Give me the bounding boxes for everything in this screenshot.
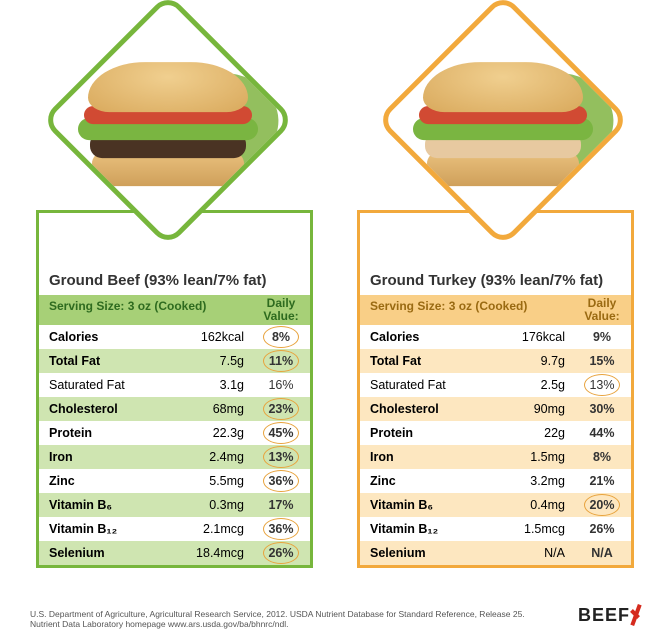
nutrient-amount: 68mg (192, 402, 252, 416)
nutrient-row: Calories176kcal9% (360, 325, 631, 349)
nutrient-row: Protein22g44% (360, 421, 631, 445)
footnote-line2: Nutrient Data Laboratory homepage www.ar… (30, 619, 525, 630)
nutrient-row: Vitamin B₆0.3mg17% (39, 493, 310, 517)
nutrient-name: Vitamin B₆ (39, 495, 192, 515)
nutrient-row: Protein22.3g45% (39, 421, 310, 445)
nutrient-amount: 0.3mg (192, 498, 252, 512)
nutrient-dv: 16% (252, 378, 310, 392)
nutrient-amount: 0.4mg (513, 498, 573, 512)
nutrient-dv: 23% (252, 402, 310, 416)
nutrient-dv: 11% (252, 354, 310, 368)
nutrient-amount: 162kcal (192, 330, 252, 344)
nutrient-name: Zinc (39, 471, 192, 491)
nutrient-name: Iron (360, 447, 513, 467)
nutrient-amount: 3.1g (192, 378, 252, 392)
nutrient-name: Saturated Fat (360, 375, 513, 395)
nutrient-amount: 22g (513, 426, 573, 440)
burger-illustration (413, 62, 593, 192)
nutrient-dv: 17% (252, 498, 310, 512)
nutrient-row: Cholesterol90mg30% (360, 397, 631, 421)
nutrient-name: Total Fat (360, 351, 513, 371)
nutrient-name: Protein (39, 423, 192, 443)
nutrient-row: Zinc5.5mg36% (39, 469, 310, 493)
beef-logo-text: BEEF (578, 605, 630, 625)
panel-title: Ground Beef (93% lean/7% fat) (39, 268, 310, 295)
nutrient-dv: 15% (573, 354, 631, 368)
nutrient-row: Vitamin B₁₂1.5mcg26% (360, 517, 631, 541)
nutrient-name: Selenium (360, 543, 513, 563)
nutrient-amount: 2.4mg (192, 450, 252, 464)
footnote: U.S. Department of Agriculture, Agricult… (30, 609, 525, 630)
nutrient-name: Cholesterol (39, 399, 192, 419)
nutrient-name: Protein (360, 423, 513, 443)
nutrient-name: Cholesterol (360, 399, 513, 419)
nutrient-dv: 13% (573, 378, 631, 392)
nutrient-dv: 26% (573, 522, 631, 536)
nutrient-row: Vitamin B₆0.4mg20% (360, 493, 631, 517)
nutrient-row: Iron2.4mg13% (39, 445, 310, 469)
nutrient-row: Selenium18.4mcg26% (39, 541, 310, 565)
nutrient-row: Saturated Fat3.1g16% (39, 373, 310, 397)
nutrient-amount: 2.1mcg (192, 522, 252, 536)
nutrition-table: Ground Turkey (93% lean/7% fat) Serving … (357, 210, 634, 568)
nutrient-row: SeleniumN/AN/A (360, 541, 631, 565)
nutrient-row: Zinc3.2mg21% (360, 469, 631, 493)
nutrient-name: Calories (360, 327, 513, 347)
nutrient-amount: 9.7g (513, 354, 573, 368)
nutrient-dv: 9% (573, 330, 631, 344)
nutrient-row: Saturated Fat2.5g13% (360, 373, 631, 397)
nutrient-row: Iron1.5mg8% (360, 445, 631, 469)
nutrient-dv: 44% (573, 426, 631, 440)
nutrient-name: Selenium (39, 543, 192, 563)
nutrition-table: Ground Beef (93% lean/7% fat) Serving Si… (36, 210, 313, 568)
nutrient-dv: 13% (252, 450, 310, 464)
nutrient-row: Total Fat9.7g15% (360, 349, 631, 373)
serving-size-header: Serving Size: 3 oz (Cooked) (39, 295, 252, 325)
panel-title: Ground Turkey (93% lean/7% fat) (360, 268, 631, 295)
nutrient-dv: 30% (573, 402, 631, 416)
nutrient-amount: 1.5mcg (513, 522, 573, 536)
nutrient-dv: 8% (573, 450, 631, 464)
nutrient-name: Saturated Fat (39, 375, 192, 395)
nutrient-amount: 7.5g (192, 354, 252, 368)
nutrient-amount: 22.3g (192, 426, 252, 440)
nutrient-dv: N/A (573, 546, 631, 560)
checkmark-icon (628, 604, 648, 628)
nutrient-name: Iron (39, 447, 192, 467)
nutrient-name: Zinc (360, 471, 513, 491)
burger-illustration (78, 62, 258, 192)
nutrient-dv: 36% (252, 474, 310, 488)
nutrient-amount: N/A (513, 546, 573, 560)
nutrient-amount: 176kcal (513, 330, 573, 344)
beef-logo: BEEF (578, 604, 648, 628)
nutrient-row: Total Fat7.5g11% (39, 349, 310, 373)
nutrient-amount: 5.5mg (192, 474, 252, 488)
nutrient-name: Calories (39, 327, 192, 347)
serving-size-header: Serving Size: 3 oz (Cooked) (360, 295, 573, 325)
nutrient-row: Cholesterol68mg23% (39, 397, 310, 421)
nutrient-name: Vitamin B₁₂ (39, 519, 192, 539)
daily-value-header: Daily Value: (573, 295, 631, 325)
beef-panel: Ground Beef (93% lean/7% fat) Serving Si… (0, 0, 335, 590)
nutrient-dv: 26% (252, 546, 310, 560)
nutrient-amount: 2.5g (513, 378, 573, 392)
nutrient-dv: 20% (573, 498, 631, 512)
nutrient-dv: 45% (252, 426, 310, 440)
nutrient-dv: 21% (573, 474, 631, 488)
nutrient-row: Calories162kcal8% (39, 325, 310, 349)
nutrient-dv: 36% (252, 522, 310, 536)
nutrient-row: Vitamin B₁₂2.1mcg36% (39, 517, 310, 541)
nutrient-name: Total Fat (39, 351, 192, 371)
footnote-line1: U.S. Department of Agriculture, Agricult… (30, 609, 525, 620)
nutrient-dv: 8% (252, 330, 310, 344)
nutrient-amount: 3.2mg (513, 474, 573, 488)
nutrient-name: Vitamin B₁₂ (360, 519, 513, 539)
nutrient-amount: 18.4mcg (192, 546, 252, 560)
daily-value-header: Daily Value: (252, 295, 310, 325)
turkey-panel: Ground Turkey (93% lean/7% fat) Serving … (335, 0, 670, 590)
nutrient-name: Vitamin B₆ (360, 495, 513, 515)
nutrient-amount: 1.5mg (513, 450, 573, 464)
nutrient-amount: 90mg (513, 402, 573, 416)
